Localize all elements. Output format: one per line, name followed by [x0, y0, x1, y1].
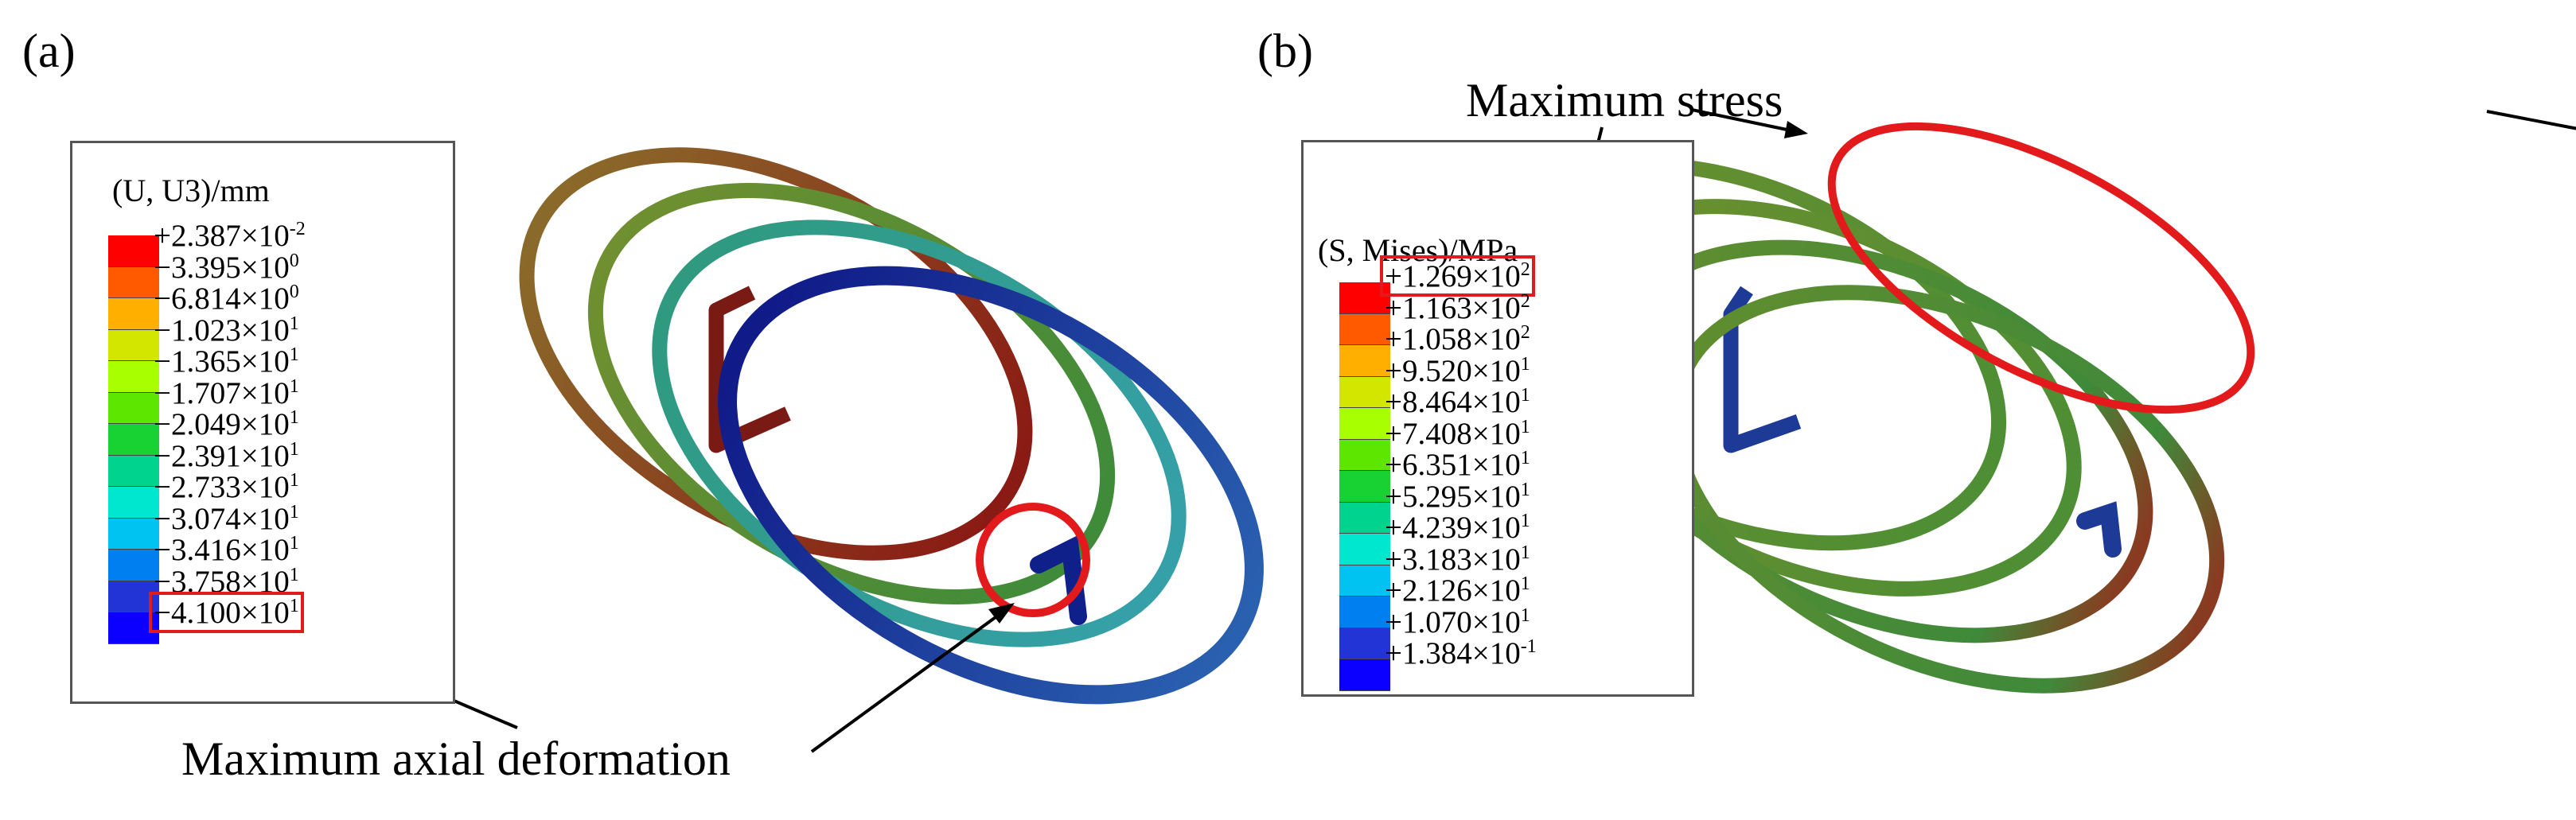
legend-tick-label: −2.391×101	[154, 438, 299, 473]
arrow-to-stress-region	[1691, 108, 1791, 132]
legend-tick-label: +5.295×101	[1385, 479, 1530, 514]
legend-swatch	[1339, 345, 1390, 377]
legend-swatch	[108, 392, 159, 424]
legend-tick-label: −3.395×100	[154, 250, 299, 285]
coil-end-top	[1723, 286, 1802, 453]
arrowhead-stress-region	[1784, 121, 1808, 138]
legend-swatch	[1339, 565, 1390, 597]
legend-tick-label: −2.733×101	[154, 470, 299, 504]
legend-swatch	[108, 361, 159, 393]
legend-tick-label: +3.183×101	[1385, 542, 1530, 577]
legend-swatch	[1339, 313, 1390, 345]
panel-label-a: (a)	[22, 25, 76, 77]
legend-swatch	[1339, 502, 1390, 534]
coil-4	[718, 266, 1264, 705]
legend-tick-label: +1.384×10-1	[1385, 636, 1537, 670]
annotation-max-stress: Maximum stress	[1466, 74, 1783, 126]
legend-tick-label: −1.365×101	[154, 344, 299, 379]
legend-tick-label: −3.074×101	[154, 501, 299, 536]
legend-swatch	[108, 581, 159, 612]
legend-tick-label: −6.814×100	[154, 282, 299, 316]
legend-swatch	[1339, 376, 1390, 408]
legend-swatch	[108, 329, 159, 361]
legend-tick-label: +9.520×101	[1385, 353, 1530, 388]
panel-a: (a) (U, U3)/m	[0, 0, 1264, 820]
legend-swatch	[108, 424, 159, 456]
legend-tick-label: −3.416×101	[154, 533, 299, 567]
legend-swatch	[108, 298, 159, 330]
legend-tick-label: +2.387×10-2	[154, 219, 306, 253]
panel-b: (b) (S, Mises)/MPa +1.269×102 +1.163×102 +…	[1241, 0, 2576, 820]
legend-b: (S, Mises)/MPa +1.269×102 +1.163×102 +1.05…	[1301, 140, 1694, 697]
coil-end-top	[708, 286, 791, 453]
legend-tick-label: +1.070×101	[1385, 604, 1530, 639]
legend-swatch	[108, 550, 159, 581]
legend-swatch	[108, 518, 159, 550]
legend-swatch	[1339, 439, 1390, 471]
legend-tick-label-highlighted: −4.100×101	[149, 592, 304, 633]
legend-swatch	[108, 612, 159, 644]
legend-swatch	[1339, 659, 1390, 691]
legend-tick-label: +8.464×101	[1385, 385, 1530, 419]
max-deformation-highlight	[976, 503, 1090, 617]
legend-swatch	[1339, 628, 1390, 659]
legend-swatch	[108, 235, 159, 267]
legend-tick-label: +1.058×102	[1385, 322, 1530, 356]
legend-tick-label: −3.758×101	[154, 564, 299, 599]
legend-tick-label: +7.408×101	[1385, 416, 1530, 451]
annotation-max-deformation: Maximum axial deformation	[181, 733, 731, 785]
legend-swatch	[108, 455, 159, 487]
spring-model-a	[396, 147, 1264, 753]
panel-label-b: (b)	[1257, 25, 1313, 77]
coil-end-bottom	[2076, 501, 2122, 558]
legend-swatch	[1339, 534, 1390, 565]
legend-tick-label: +1.163×102	[1385, 290, 1530, 325]
legend-swatch	[1339, 408, 1390, 440]
arrow-to-spring	[2486, 110, 2576, 130]
arrow-to-spring	[810, 609, 1006, 753]
legend-swatch	[1339, 471, 1390, 503]
legend-tick-label: +2.126×101	[1385, 573, 1530, 608]
legend-tick-label: −1.023×101	[154, 313, 299, 348]
legend-tick-label-highlighted: +1.269×102	[1380, 255, 1535, 297]
legend-tick-label: +4.239×101	[1385, 511, 1530, 545]
legend-title-a: (U, U3)/mm	[112, 173, 270, 208]
legend-title-b: (S, Mises)/MPa	[1318, 232, 1518, 268]
legend-tick-label: +6.351×101	[1385, 448, 1530, 482]
legend-swatch	[108, 487, 159, 519]
legend-a: (U, U3)/mm +2.387×10-2 −3.395×100 −6.814×1…	[70, 141, 455, 704]
max-stress-highlight	[1827, 122, 2255, 414]
legend-swatch	[108, 266, 159, 298]
legend-swatch	[1339, 597, 1390, 628]
legend-swatch	[1339, 282, 1390, 314]
legend-tick-label: −2.049×101	[154, 407, 299, 441]
legend-tick-label: −1.707×101	[154, 375, 299, 410]
arrowhead-spring	[988, 603, 1015, 624]
